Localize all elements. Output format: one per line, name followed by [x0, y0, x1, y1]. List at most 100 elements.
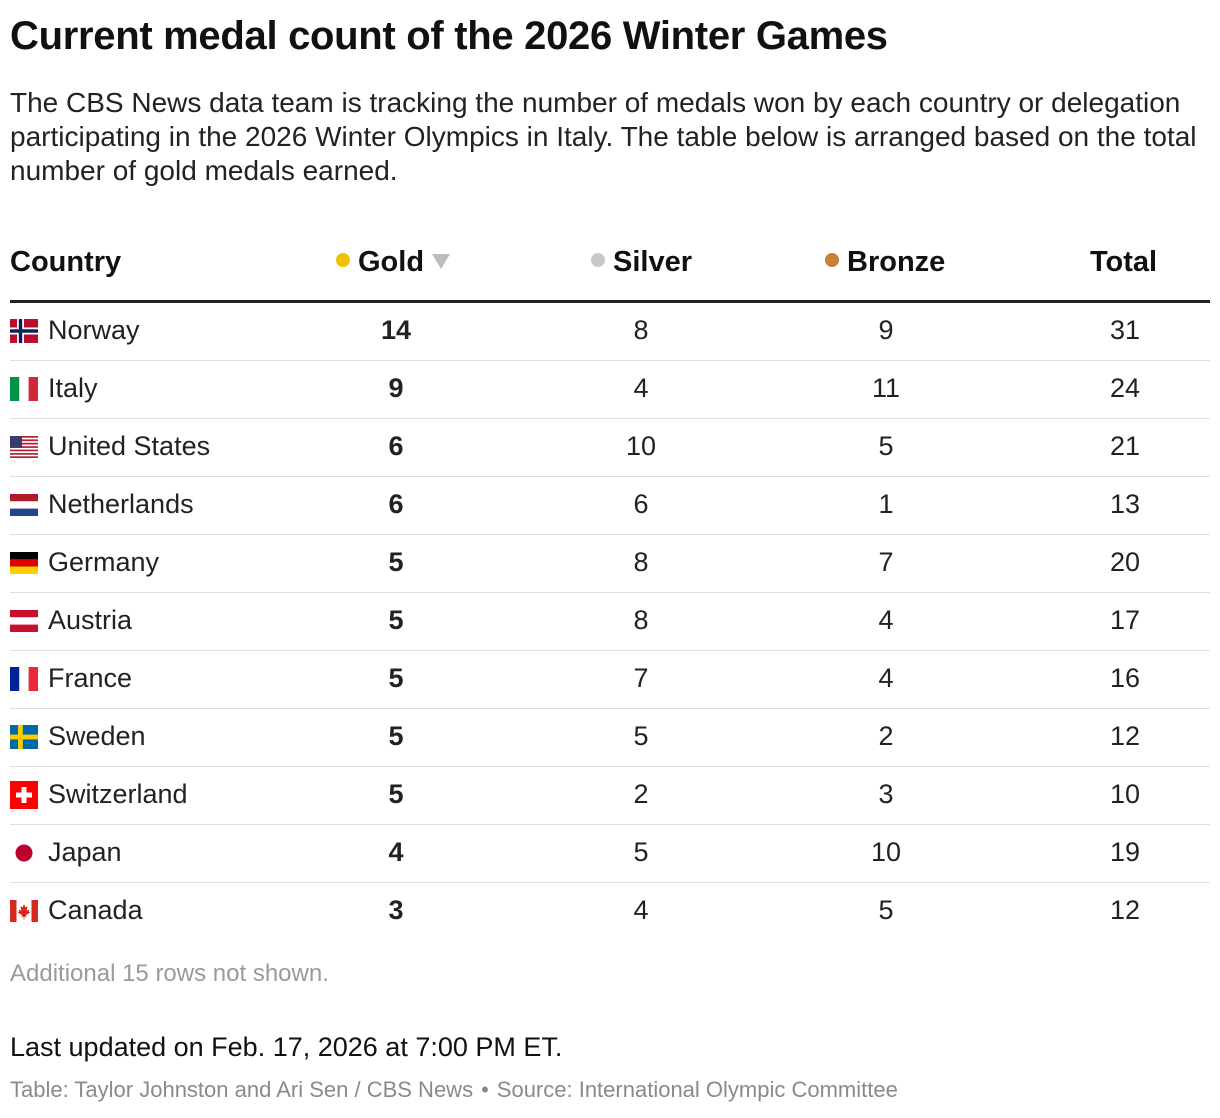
subtitle: The CBS News data team is tracking the n…: [10, 87, 1197, 186]
silver-count: 7: [633, 663, 649, 693]
separator-bullet: •: [481, 1077, 489, 1102]
total-count: 19: [1109, 837, 1141, 867]
source-text: Source: International Olympic Committee: [496, 1077, 898, 1102]
silver-count: 6: [633, 489, 649, 519]
silver-count: 5: [633, 721, 649, 751]
page-title: Current medal count of the 2026 Winter G…: [10, 14, 888, 58]
bronze-count: 4: [878, 663, 894, 693]
silver-count: 2: [633, 779, 649, 809]
rows-hidden-note: Additional 15 rows not shown.: [10, 960, 329, 987]
column-header-silver[interactable]: Silver: [591, 246, 692, 279]
country-cell: France: [10, 663, 132, 694]
sweden-flag-icon: [10, 723, 38, 751]
table-row: United States 6 10 5 21: [10, 419, 1210, 477]
bronze-count: 9: [878, 315, 894, 345]
gold-count: 9: [388, 373, 404, 403]
column-header-gold[interactable]: Gold: [336, 246, 451, 279]
country-name: Italy: [48, 373, 98, 403]
country-cell: Canada: [10, 895, 143, 926]
column-header-bronze[interactable]: Bronze: [825, 246, 945, 279]
total-count: 21: [1109, 431, 1141, 461]
bronze-count: 1: [878, 489, 894, 519]
country-name: Norway: [48, 315, 140, 345]
table-row: Norway 14 8 9 31: [10, 303, 1210, 361]
total-count: 20: [1109, 547, 1141, 577]
netherlands-flag-icon: [10, 491, 38, 519]
table-row: Sweden 5 5 2 12: [10, 709, 1210, 767]
bronze-count: 3: [878, 779, 894, 809]
gold-count: 6: [388, 489, 404, 519]
country-name: Netherlands: [48, 489, 194, 519]
total-count: 10: [1109, 779, 1141, 809]
bronze-count: 10: [870, 837, 902, 867]
silver-count: 8: [633, 315, 649, 345]
silver-count: 4: [633, 373, 649, 403]
bronze-count: 2: [878, 721, 894, 751]
total-count: 13: [1109, 489, 1141, 519]
country-name: Japan: [48, 837, 122, 867]
table-body: Norway 14 8 9 31 Italy 9 4 11 24 United States 6 10 5…: [10, 303, 1210, 940]
sort-descending-icon: [432, 254, 451, 269]
table-row: Germany 5 8 7 20: [10, 535, 1210, 593]
total-count: 16: [1109, 663, 1141, 693]
silver-count: 5: [633, 837, 649, 867]
country-cell: Norway: [10, 315, 140, 346]
column-header-total[interactable]: Total: [1090, 246, 1158, 278]
total-count: 31: [1109, 315, 1141, 345]
country-cell: United States: [10, 431, 210, 462]
gold-count: 5: [388, 547, 404, 577]
table-header: Country Gold Silver Bronze Total: [10, 240, 1210, 303]
country-name: Switzerland: [48, 779, 188, 809]
table-row: France 5 7 4 16: [10, 651, 1210, 709]
gold-count: 5: [388, 663, 404, 693]
gold-count: 14: [380, 315, 412, 345]
switzerland-flag-icon: [10, 780, 38, 809]
column-header-silver-label: Silver: [613, 246, 692, 278]
france-flag-icon: [10, 665, 38, 693]
column-header-country[interactable]: Country: [10, 246, 122, 278]
silver-dot-icon: [591, 253, 605, 267]
column-header-bronze-label: Bronze: [847, 246, 946, 278]
country-name: Austria: [48, 605, 133, 635]
table-row: Austria 5 8 4 17: [10, 593, 1210, 651]
total-count: 17: [1109, 605, 1141, 635]
canada-flag-icon: [10, 897, 38, 925]
bronze-dot-icon: [825, 253, 839, 267]
silver-count: 8: [633, 547, 649, 577]
country-name: Sweden: [48, 721, 146, 751]
table-row: Switzerland 5 2 3 10: [10, 767, 1210, 825]
bronze-count: 5: [878, 895, 894, 925]
credit-line: Table: Taylor Johnston and Ari Sen / CBS…: [10, 1077, 898, 1103]
gold-count: 4: [388, 837, 404, 867]
gold-count: 3: [388, 895, 404, 925]
norway-flag-icon: [10, 317, 38, 345]
country-cell: Sweden: [10, 721, 146, 752]
total-count: 24: [1109, 373, 1141, 403]
bronze-count: 11: [871, 373, 901, 403]
silver-count: 8: [633, 605, 649, 635]
country-name: United States: [48, 431, 211, 461]
united-states-flag-icon: [10, 433, 38, 461]
gold-dot-icon: [336, 253, 350, 267]
table-row: Italy 9 4 11 24: [10, 361, 1210, 419]
country-cell: Japan: [10, 837, 122, 868]
bronze-count: 4: [878, 605, 894, 635]
silver-count: 4: [633, 895, 649, 925]
column-header-gold-label: Gold: [358, 246, 425, 278]
last-updated: Last updated on Feb. 17, 2026 at 7:00 PM…: [10, 1032, 563, 1062]
gold-count: 6: [388, 431, 404, 461]
country-cell: Switzerland: [10, 779, 188, 810]
table-row: Japan 4 5 10 19: [10, 825, 1210, 883]
silver-count: 10: [625, 431, 657, 461]
germany-flag-icon: [10, 549, 38, 577]
total-count: 12: [1109, 721, 1141, 751]
bronze-count: 5: [878, 431, 894, 461]
country-cell: Germany: [10, 547, 159, 578]
gold-count: 5: [388, 605, 404, 635]
country-name: Germany: [48, 547, 160, 577]
table-row: Netherlands 6 6 1 13: [10, 477, 1210, 535]
gold-count: 5: [388, 779, 404, 809]
country-cell: Austria: [10, 605, 132, 636]
italy-flag-icon: [10, 375, 38, 403]
country-cell: Italy: [10, 373, 98, 404]
